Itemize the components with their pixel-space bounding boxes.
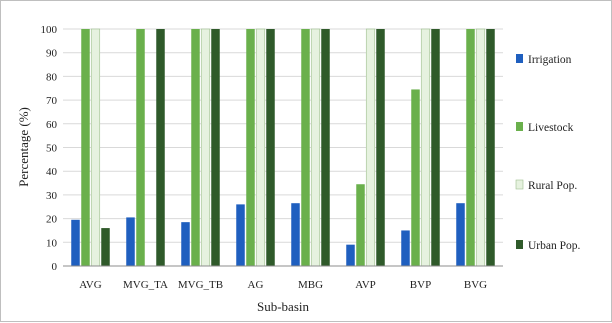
y-tick-label: 50 [46, 143, 58, 155]
bar-irrigation-ag [236, 204, 245, 266]
bar-livestock-avg [81, 29, 90, 266]
legend-label: Urban Pop. [528, 240, 581, 252]
bar-livestock-avp [356, 184, 365, 266]
legend-swatch [516, 240, 523, 249]
x-tick-label: BVP [410, 279, 431, 291]
bar-irrigation-bvp [401, 230, 410, 266]
bar-rural-pop-mbg [310, 28, 321, 267]
x-tick-label: BVG [464, 279, 487, 291]
bar-livestock-mbg [301, 29, 310, 266]
bar-rural-pop-bvp [420, 28, 431, 267]
legend: Irrigation Livestock Rural Pop. Urban Pop. [515, 54, 581, 252]
bar-irrigation-bvg [456, 203, 465, 266]
y-tick-label: 30 [46, 190, 58, 202]
bar-irrigation-avg [71, 219, 80, 266]
bar-rural-pop-avg [90, 28, 101, 267]
x-tick-labels: AVG MVG_TA MVG_TB AG MBG AVP BVP BVG [79, 279, 487, 291]
bar-rural-pop-mvg-tb [200, 28, 211, 267]
x-tick-label: AVP [355, 279, 376, 291]
x-axis-title: Sub-basin [257, 299, 310, 314]
bar-urban-pop-avg [101, 228, 110, 266]
bar-irrigation-mbg [291, 203, 300, 266]
bar-livestock-bvp [411, 89, 420, 266]
bar-urban-pop-mvg-ta [156, 29, 165, 266]
y-tick-label: 70 [46, 95, 58, 107]
y-axis-title: Percentage (%) [16, 107, 31, 187]
bar-urban-pop-ag [266, 29, 275, 266]
bars [71, 28, 495, 267]
x-tick-label: MBG [298, 279, 323, 291]
x-tick-label: MVG_TB [178, 279, 223, 291]
y-tick-label: 100 [41, 24, 58, 36]
legend-swatch [515, 179, 524, 190]
legend-swatch [516, 54, 523, 63]
y-tick-label: 0 [52, 261, 58, 273]
x-tick-label: MVG_TA [123, 279, 168, 291]
bar-urban-pop-mbg [321, 29, 330, 266]
bar-livestock-ag [246, 29, 255, 266]
bar-irrigation-mvg-ta [126, 217, 135, 266]
bar-urban-pop-bvp [431, 29, 440, 266]
y-tick-label: 20 [46, 214, 58, 226]
y-tick-label: 60 [46, 119, 58, 131]
legend-swatch [516, 122, 523, 131]
y-tick-label: 80 [46, 71, 58, 83]
y-tick-label: 90 [46, 48, 58, 60]
bar-urban-pop-bvg [486, 29, 495, 266]
bar-rural-pop-avp [365, 28, 376, 267]
bar-urban-pop-mvg-tb [211, 29, 220, 266]
legend-label: Irrigation [528, 54, 572, 66]
bar-livestock-bvg [466, 29, 475, 266]
y-tick-labels: 0 10 20 30 40 50 60 70 80 90 100 [41, 24, 58, 273]
x-tick-label: AVG [79, 279, 101, 291]
bar-rural-pop-ag [255, 28, 266, 267]
bar-livestock-mvg-tb [191, 29, 200, 266]
bar-irrigation-mvg-tb [181, 222, 190, 266]
y-tick-label: 40 [46, 166, 58, 178]
y-tick-label: 10 [46, 237, 58, 249]
bar-urban-pop-avp [376, 29, 385, 266]
bar-livestock-mvg-ta [136, 29, 145, 266]
legend-label: Rural Pop. [528, 180, 577, 192]
x-tick-label: AG [248, 279, 264, 291]
bar-rural-pop-bvg [475, 28, 486, 267]
bar-irrigation-avp [346, 244, 355, 266]
legend-label: Livestock [528, 122, 574, 134]
